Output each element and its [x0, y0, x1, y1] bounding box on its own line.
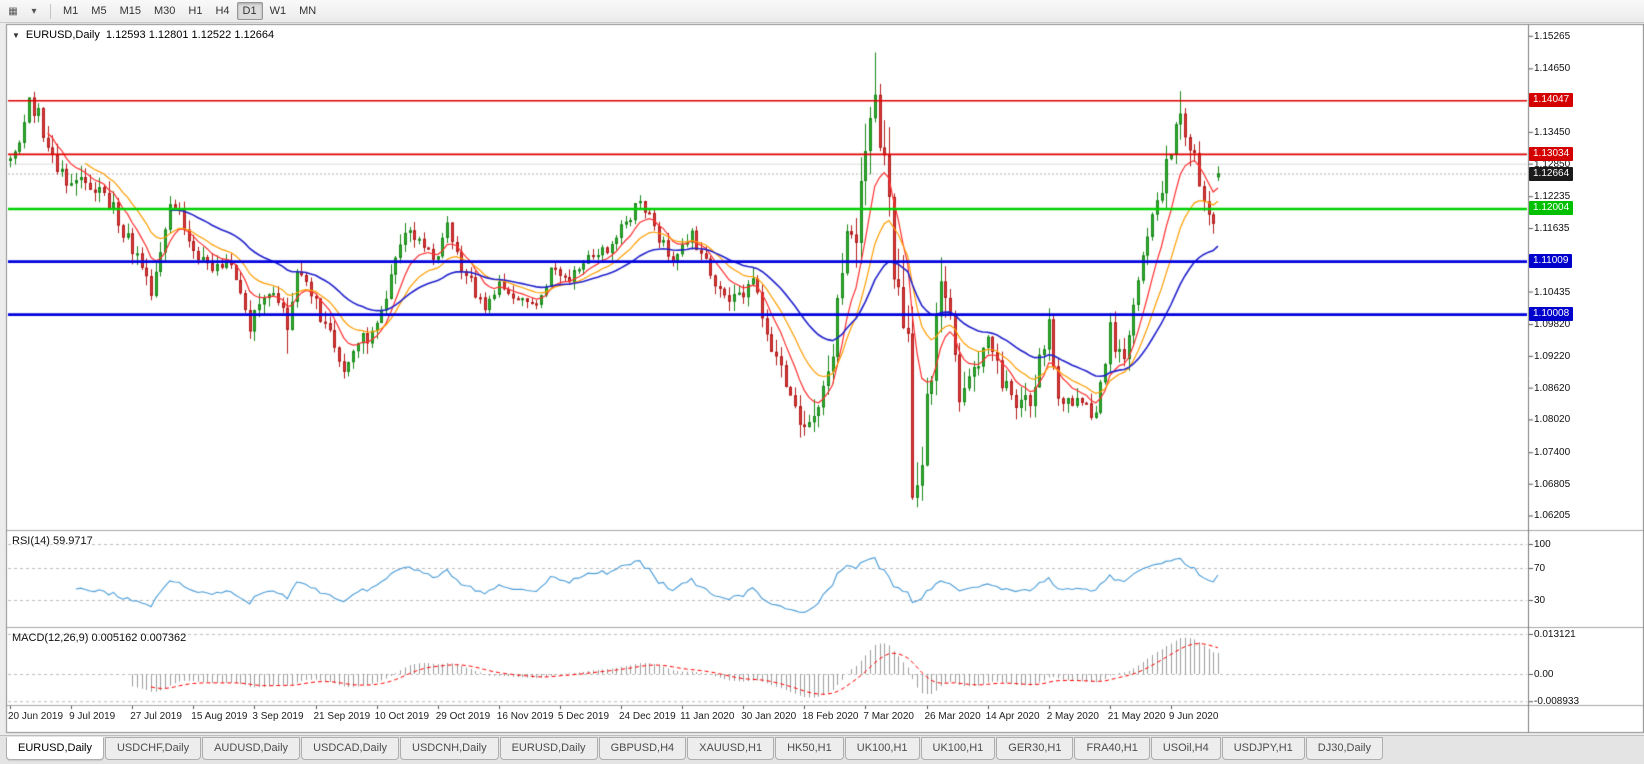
- date-label: 16 Nov 2019: [496, 711, 554, 722]
- chevron-down-icon[interactable]: ▾: [31, 5, 37, 17]
- timeframe-button-h1[interactable]: H1: [188, 5, 203, 17]
- rsi-tick-label: 30: [1534, 595, 1546, 606]
- price-tick-label: 1.09820: [1534, 319, 1571, 331]
- timeframe-button-w1[interactable]: W1: [269, 5, 287, 17]
- chart-tab-ger30-h1[interactable]: GER30,H1: [996, 737, 1074, 760]
- timeframe-button-d1[interactable]: D1: [236, 2, 263, 20]
- date-label: 9 Jun 2020: [1168, 711, 1219, 722]
- timeframe-buttons: M1 M5 M15 M30 H1 H4 D1 W1 MN: [57, 2, 322, 20]
- chart-tab-usoil-h4[interactable]: USOil,H4: [1150, 737, 1221, 760]
- price-tick-label: 1.06805: [1534, 478, 1571, 490]
- price-line-badge: 1.13034: [1529, 146, 1574, 161]
- date-label: 5 Dec 2019: [557, 711, 610, 722]
- date-label: 11 Jan 2020: [680, 711, 735, 722]
- price-tick-label: 1.08020: [1534, 414, 1571, 426]
- price-line-badge: 1.12664: [1529, 166, 1574, 181]
- chart-tab-hk50-h1[interactable]: HK50,H1: [775, 737, 844, 760]
- date-label: 21 Sep 2019: [313, 711, 371, 722]
- date-label: 27 Jul 2019: [130, 711, 182, 722]
- date-label: 10 Oct 2019: [374, 711, 430, 722]
- timeframe-button-m5[interactable]: M5: [91, 5, 107, 17]
- chart-tab-usdjpy-h1[interactable]: USDJPY,H1: [1221, 737, 1305, 760]
- date-label: 24 Dec 2019: [619, 711, 676, 722]
- date-label: 3 Sep 2019: [252, 711, 304, 722]
- chart-tab-fra40-h1[interactable]: FRA40,H1: [1074, 737, 1150, 760]
- chart-type-icon[interactable]: ▦: [8, 5, 18, 17]
- collapse-arrow-icon[interactable]: ▼: [12, 30, 20, 40]
- rsi-tick-label: 100: [1534, 539, 1551, 550]
- chart-tab-usdcad-daily[interactable]: USDCAD,Daily: [301, 737, 400, 760]
- chart-tab-eurusd-daily[interactable]: EURUSD,Daily: [6, 737, 104, 760]
- price-tick-label: 1.11635: [1534, 222, 1570, 234]
- date-label: 2 May 2020: [1046, 711, 1099, 722]
- price-line-badge: 1.12004: [1529, 201, 1574, 216]
- chart-symbol-label: EURUSD,Daily: [25, 29, 100, 41]
- date-label: 15 Aug 2019: [191, 711, 248, 722]
- chart-tab-uk100-h1[interactable]: UK100,H1: [920, 737, 996, 760]
- price-tick-label: 1.14650: [1534, 63, 1571, 75]
- chart-tab-usdcnh-daily[interactable]: USDCNH,Daily: [400, 737, 499, 760]
- price-line-badge: 1.10008: [1529, 307, 1574, 322]
- date-label: 29 Oct 2019: [435, 711, 491, 722]
- price-line-badge: 1.11009: [1529, 254, 1573, 269]
- chart-tab-dj30-daily[interactable]: DJ30,Daily: [1305, 737, 1383, 760]
- chart-tab-usdchf-daily[interactable]: USDCHF,Daily: [104, 737, 202, 760]
- macd-tick-label: 0.00: [1534, 669, 1554, 680]
- price-tick-label: 1.08620: [1534, 382, 1571, 394]
- date-label: 14 Apr 2020: [985, 711, 1040, 722]
- date-label: 21 May 2020: [1107, 711, 1166, 722]
- chart-title: ▼ EURUSD,Daily 1.12593 1.12801 1.12522 1…: [12, 29, 274, 41]
- timeframe-button-m1[interactable]: M1: [63, 5, 79, 17]
- rsi-tick-label: 70: [1534, 563, 1546, 574]
- price-tick-label: 1.07400: [1534, 447, 1571, 459]
- chart-tab-bar: EURUSD,Daily USDCHF,Daily AUDUSD,Daily USDC…: [0, 735, 1644, 764]
- date-label: 20 Jun 2019: [8, 711, 64, 722]
- price-tick-label: 1.15265: [1534, 30, 1571, 42]
- price-tick-label: 1.12850: [1534, 158, 1571, 170]
- chart-tab-uk100-h1[interactable]: UK100,H1: [844, 737, 920, 760]
- rsi-indicator-label: RSI(14) 59.9717: [12, 535, 93, 547]
- timeframe-button-m15[interactable]: M15: [119, 5, 141, 17]
- chart-tab-eurusd-daily[interactable]: EURUSD,Daily: [499, 737, 598, 760]
- timeframe-button-h4[interactable]: H4: [215, 5, 230, 17]
- date-label: 7 Mar 2020: [863, 711, 914, 722]
- chart-tab-gbpusd-h4[interactable]: GBPUSD,H4: [598, 737, 687, 760]
- price-tick-label: 1.10435: [1534, 286, 1571, 298]
- chart-ohlc-values: 1.12593 1.12801 1.12522 1.12664: [105, 29, 275, 41]
- toolbar-separator: [50, 3, 51, 19]
- date-label: 30 Jan 2020: [741, 711, 797, 722]
- date-label: 26 Mar 2020: [924, 711, 981, 722]
- date-label: 18 Feb 2020: [802, 711, 859, 722]
- chart-tab-xauusd-h1[interactable]: XAUUSD,H1: [687, 737, 775, 760]
- macd-tick-label: -0.008933: [1534, 696, 1580, 708]
- macd-indicator-label: MACD(12,26,9) 0.005162 0.007362: [12, 632, 187, 644]
- price-tick-label: 1.06205: [1534, 510, 1571, 522]
- macd-tick-label: 0.013121: [1534, 628, 1576, 640]
- chart-tab-audusd-daily[interactable]: AUDUSD,Daily: [202, 737, 301, 760]
- price-tick-label: 1.12235: [1534, 191, 1571, 203]
- price-line-badge: 1.14047: [1529, 93, 1574, 108]
- date-label: 9 Jul 2019: [69, 711, 116, 722]
- toolbar: ▦ ▾ M1 M5 M15 M30 H1 H4 D1 W1 MN: [0, 0, 1644, 23]
- price-tick-label: 1.09220: [1534, 350, 1571, 362]
- price-tick-label: 1.13450: [1534, 126, 1571, 138]
- timeframe-button-m30[interactable]: M30: [153, 5, 176, 17]
- timeframe-button-mn[interactable]: MN: [299, 5, 317, 17]
